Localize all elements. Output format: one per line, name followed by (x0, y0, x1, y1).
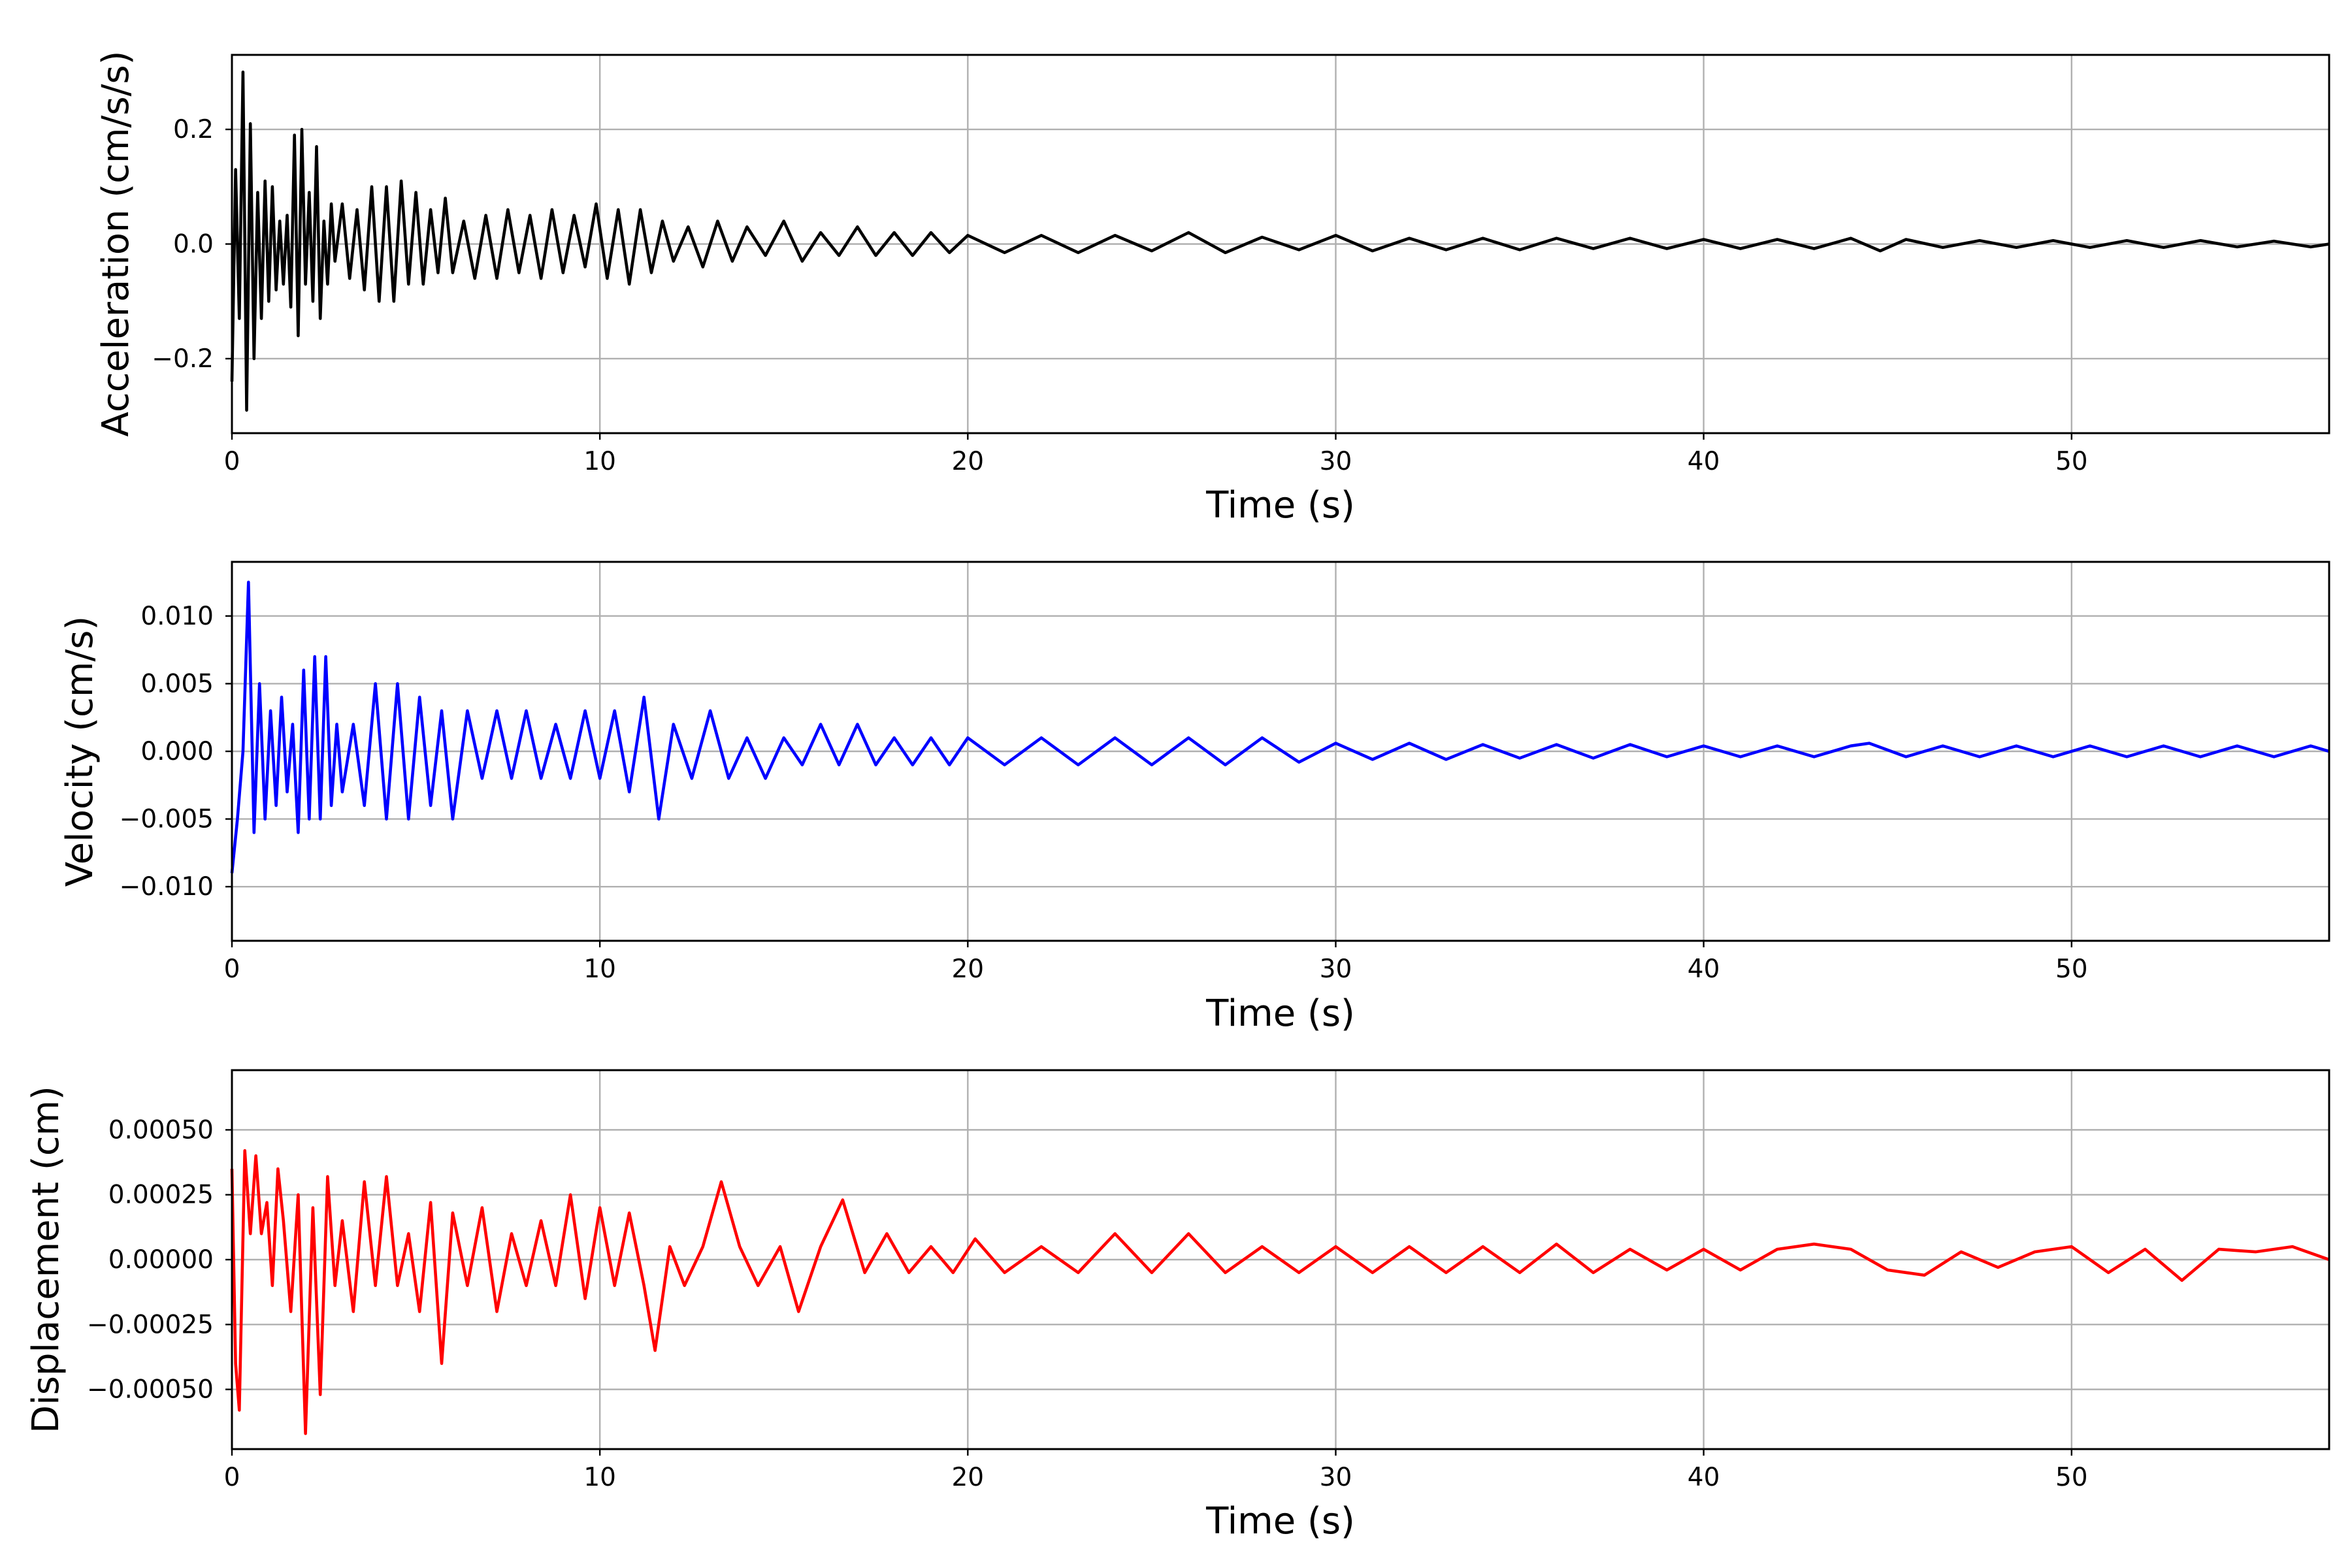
velocity-x-tick-label: 20 (951, 955, 984, 984)
velocity-y-tick-label: 0.000 (140, 737, 214, 766)
acceleration-y-tick-label: −0.2 (152, 344, 214, 374)
displacement-x-tick-label: 30 (1320, 1463, 1352, 1492)
velocity-series-line (230, 580, 2330, 874)
velocity-x-tick-label: 40 (1688, 955, 1720, 984)
acceleration-series-line (230, 71, 2330, 412)
velocity-panel: 0 10 20 30 40 50 −0.010 −0.005 0.000 0.005 0.010 T… (59, 561, 2330, 1035)
acceleration-x-tick-label: 30 (1320, 447, 1352, 476)
displacement-x-tick-label: 20 (951, 1463, 984, 1492)
displacement-y-tick-label: 0.00050 (108, 1115, 214, 1145)
acceleration-y-tick-label: 0.0 (173, 230, 214, 259)
displacement-x-tick-label: 10 (583, 1463, 616, 1492)
velocity-plot-frame (231, 561, 2330, 942)
displacement-x-tick-label: 50 (2055, 1463, 2088, 1492)
velocity-ticks: 0 10 20 30 40 50 −0.010 −0.005 0.000 0.005 0.010 (120, 602, 2088, 984)
acceleration-y-axis-label: Acceleration (cm/s/s) (95, 51, 137, 437)
velocity-y-tick-label: −0.005 (120, 805, 214, 834)
displacement-y-tick-label: −0.00025 (87, 1310, 214, 1339)
acceleration-x-tick-label: 10 (583, 447, 616, 476)
displacement-series-line (230, 1149, 2330, 1435)
velocity-y-tick-label: 0.010 (140, 602, 214, 631)
acceleration-x-axis-label: Time (s) (1205, 484, 1355, 527)
velocity-y-tick-label: 0.005 (140, 669, 214, 698)
acceleration-panel: 0 10 20 30 40 50 −0.2 0.0 0.2 Time (s) Accelerat… (95, 51, 2330, 527)
velocity-x-axis-label: Time (s) (1205, 992, 1355, 1035)
velocity-y-tick-label: −0.010 (120, 872, 214, 902)
displacement-y-tick-label: −0.00050 (87, 1375, 214, 1405)
displacement-x-tick-label: 0 (224, 1463, 240, 1492)
velocity-y-axis-label: Velocity (cm/s) (59, 616, 101, 887)
displacement-y-tick-label: 0.00025 (108, 1181, 214, 1210)
acceleration-x-tick-label: 0 (224, 447, 240, 476)
displacement-y-tick-label: 0.00000 (108, 1245, 214, 1275)
velocity-series (230, 580, 2330, 874)
velocity-x-tick-label: 0 (224, 955, 240, 984)
acceleration-x-tick-label: 50 (2055, 447, 2088, 476)
displacement-ticks: 0 10 20 30 40 50 −0.00050 −0.00025 0.00000 0.0002… (87, 1115, 2088, 1492)
displacement-x-tick-label: 40 (1688, 1463, 1720, 1492)
velocity-x-tick-label: 30 (1320, 955, 1352, 984)
displacement-plot-frame (231, 1069, 2330, 1450)
velocity-x-tick-label: 10 (583, 955, 616, 984)
displacement-series (230, 1149, 2330, 1435)
displacement-x-axis-label: Time (s) (1205, 1500, 1355, 1543)
acceleration-y-tick-label: 0.2 (173, 115, 214, 144)
acceleration-ticks: 0 10 20 30 40 50 −0.2 0.0 0.2 (152, 115, 2087, 476)
acceleration-x-tick-label: 20 (951, 447, 984, 476)
acceleration-x-tick-label: 40 (1688, 447, 1720, 476)
displacement-panel: 0 10 20 30 40 50 −0.00050 −0.00025 0.00000 0.0002… (25, 1069, 2330, 1543)
velocity-x-tick-label: 50 (2055, 955, 2088, 984)
acceleration-series (230, 71, 2330, 412)
acceleration-plot-frame (231, 54, 2330, 434)
displacement-y-axis-label: Displacement (cm) (25, 1086, 67, 1433)
